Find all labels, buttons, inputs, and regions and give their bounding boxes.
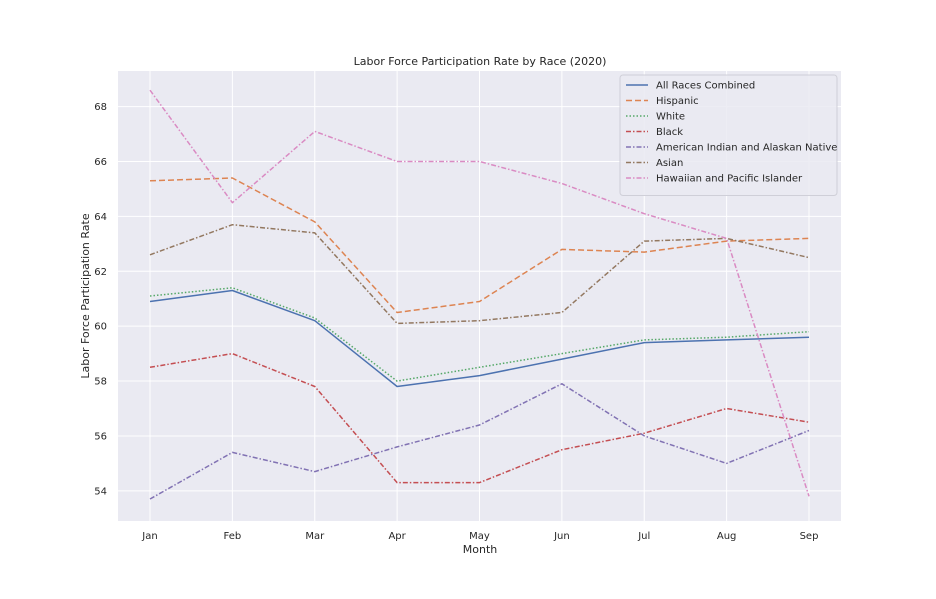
legend-label: Hispanic — [656, 96, 699, 107]
series-line-all-races-combined — [149, 289, 810, 388]
y-tick-label: 66 — [94, 157, 107, 168]
x-tick-label: Sep — [800, 531, 819, 542]
legend-label: Hawaiian and Pacific Islander — [656, 174, 803, 185]
legend: All Races Combined Hispanic White Black Amer… — [619, 74, 838, 196]
series-line-hispanic — [149, 177, 810, 314]
series-line-hawaiian-and-pacific-islander — [149, 89, 810, 497]
legend-label: Black — [656, 127, 683, 138]
x-tick-labels: Jan Feb Mar Apr May Jun Jul Aug Sep — [141, 531, 818, 542]
x-tick-label: Apr — [388, 531, 406, 542]
legend-label: American Indian and Alaskan Native — [656, 143, 837, 154]
y-tick-label: 64 — [94, 212, 107, 223]
x-tick-label: Jan — [141, 531, 157, 542]
y-tick-labels: 54 56 58 60 62 64 66 68 — [94, 102, 107, 497]
y-axis-label: Labor Force Participation Rate — [79, 213, 92, 378]
x-tick-label: Jul — [637, 531, 650, 542]
x-tick-label: Aug — [717, 531, 737, 542]
legend-label: Asian — [656, 158, 683, 169]
chart-title: Labor Force Participation Rate by Race (… — [354, 55, 607, 68]
x-axis-label: Month — [463, 543, 498, 556]
series-lines — [149, 89, 810, 500]
x-tick-label: Mar — [305, 531, 325, 542]
y-tick-label: 54 — [94, 486, 107, 497]
x-tick-label: Feb — [224, 531, 242, 542]
y-tick-label: 58 — [94, 377, 107, 388]
legend-box — [619, 74, 838, 196]
y-tick-label: 56 — [94, 431, 107, 442]
series-line-white — [149, 287, 810, 382]
y-tick-label: 60 — [94, 322, 107, 333]
series-line-american-indian-and-alaskan-native — [149, 383, 810, 500]
legend-label: White — [656, 112, 685, 123]
x-tick-label: Jun — [553, 531, 570, 542]
y-tick-label: 62 — [94, 267, 107, 278]
x-tick-label: May — [469, 531, 490, 542]
legend-label: All Races Combined — [656, 81, 755, 92]
y-tick-label: 68 — [94, 102, 107, 113]
series-line-asian — [149, 223, 810, 325]
series-line-black — [149, 352, 810, 484]
